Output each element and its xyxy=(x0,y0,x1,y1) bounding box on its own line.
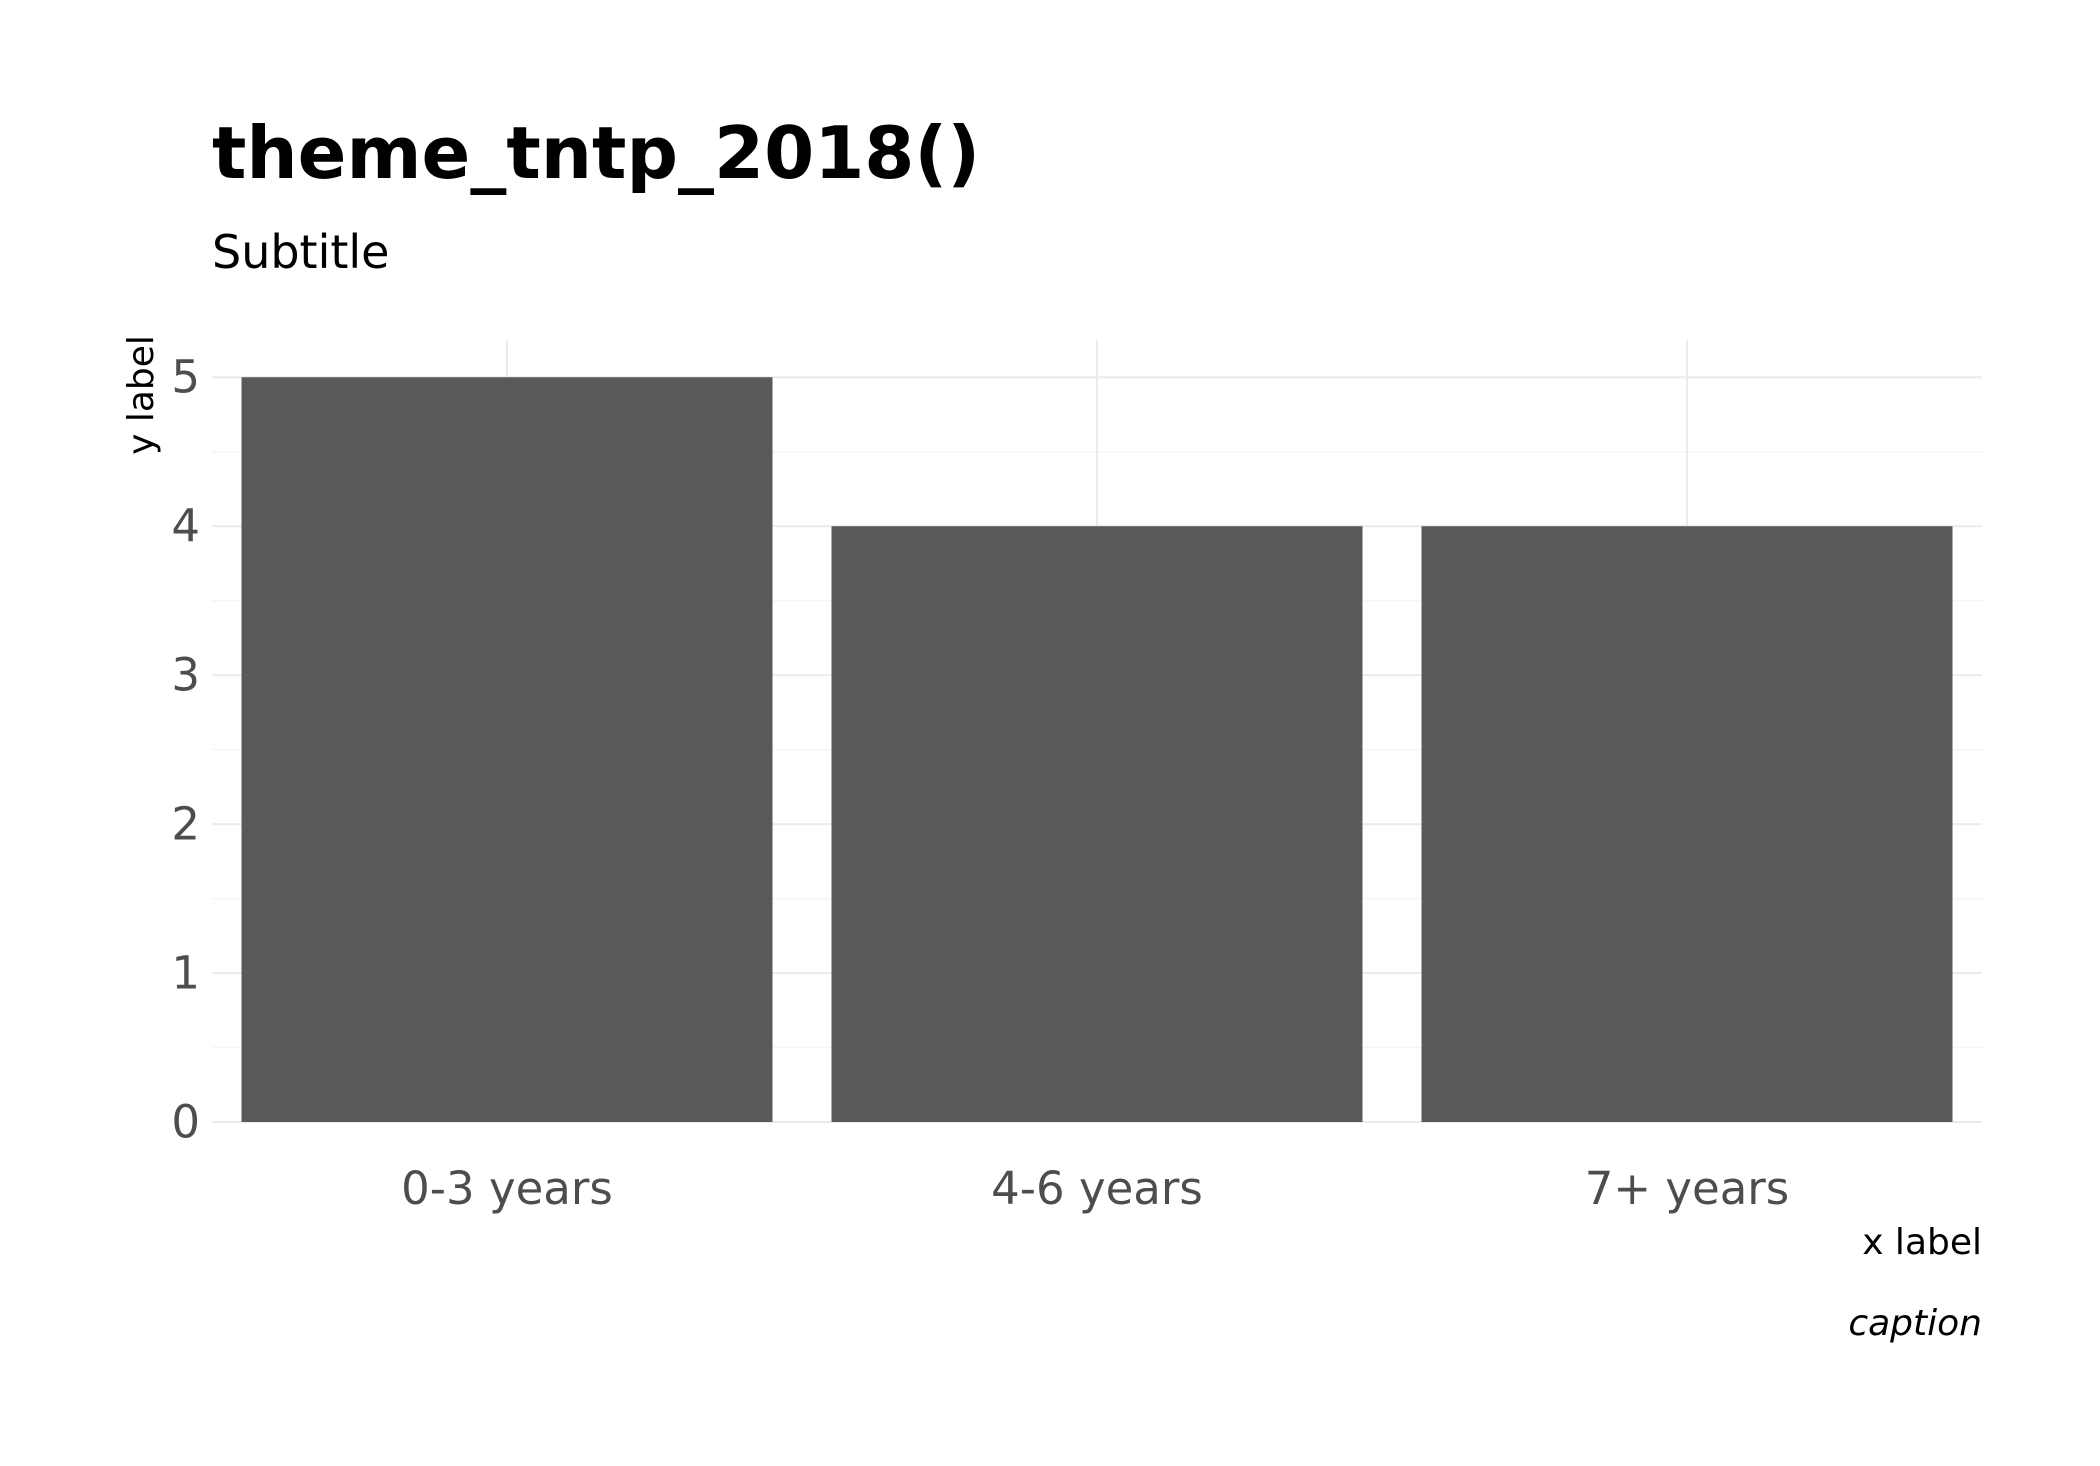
y-tick-label: 4 xyxy=(171,500,200,553)
bar-1 xyxy=(241,377,773,1122)
chart-title: theme_tntp_2018() xyxy=(212,111,980,195)
y-tick-label: 1 xyxy=(171,947,200,1000)
bar-3 xyxy=(1421,526,1953,1122)
x-tick-label: 7+ years xyxy=(1585,1162,1789,1215)
y-axis-title: y label xyxy=(121,335,162,455)
bars xyxy=(241,377,1953,1122)
chart-caption: caption xyxy=(1848,1303,1982,1344)
y-tick-label: 2 xyxy=(171,798,200,851)
y-tick-label: 5 xyxy=(171,351,200,404)
chart-subtitle: Subtitle xyxy=(212,225,390,279)
x-tick-label: 0-3 years xyxy=(401,1162,613,1215)
y-tick-label: 0 xyxy=(171,1096,200,1149)
x-axis-ticks: 0-3 years 4-6 years 7+ years xyxy=(401,1162,1789,1215)
bar-2 xyxy=(831,526,1363,1122)
y-tick-label: 3 xyxy=(171,649,200,702)
x-tick-label: 4-6 years xyxy=(991,1162,1203,1215)
x-axis-title: x label xyxy=(1862,1222,1982,1263)
y-axis-ticks: 0 1 2 3 4 5 xyxy=(171,351,200,1149)
